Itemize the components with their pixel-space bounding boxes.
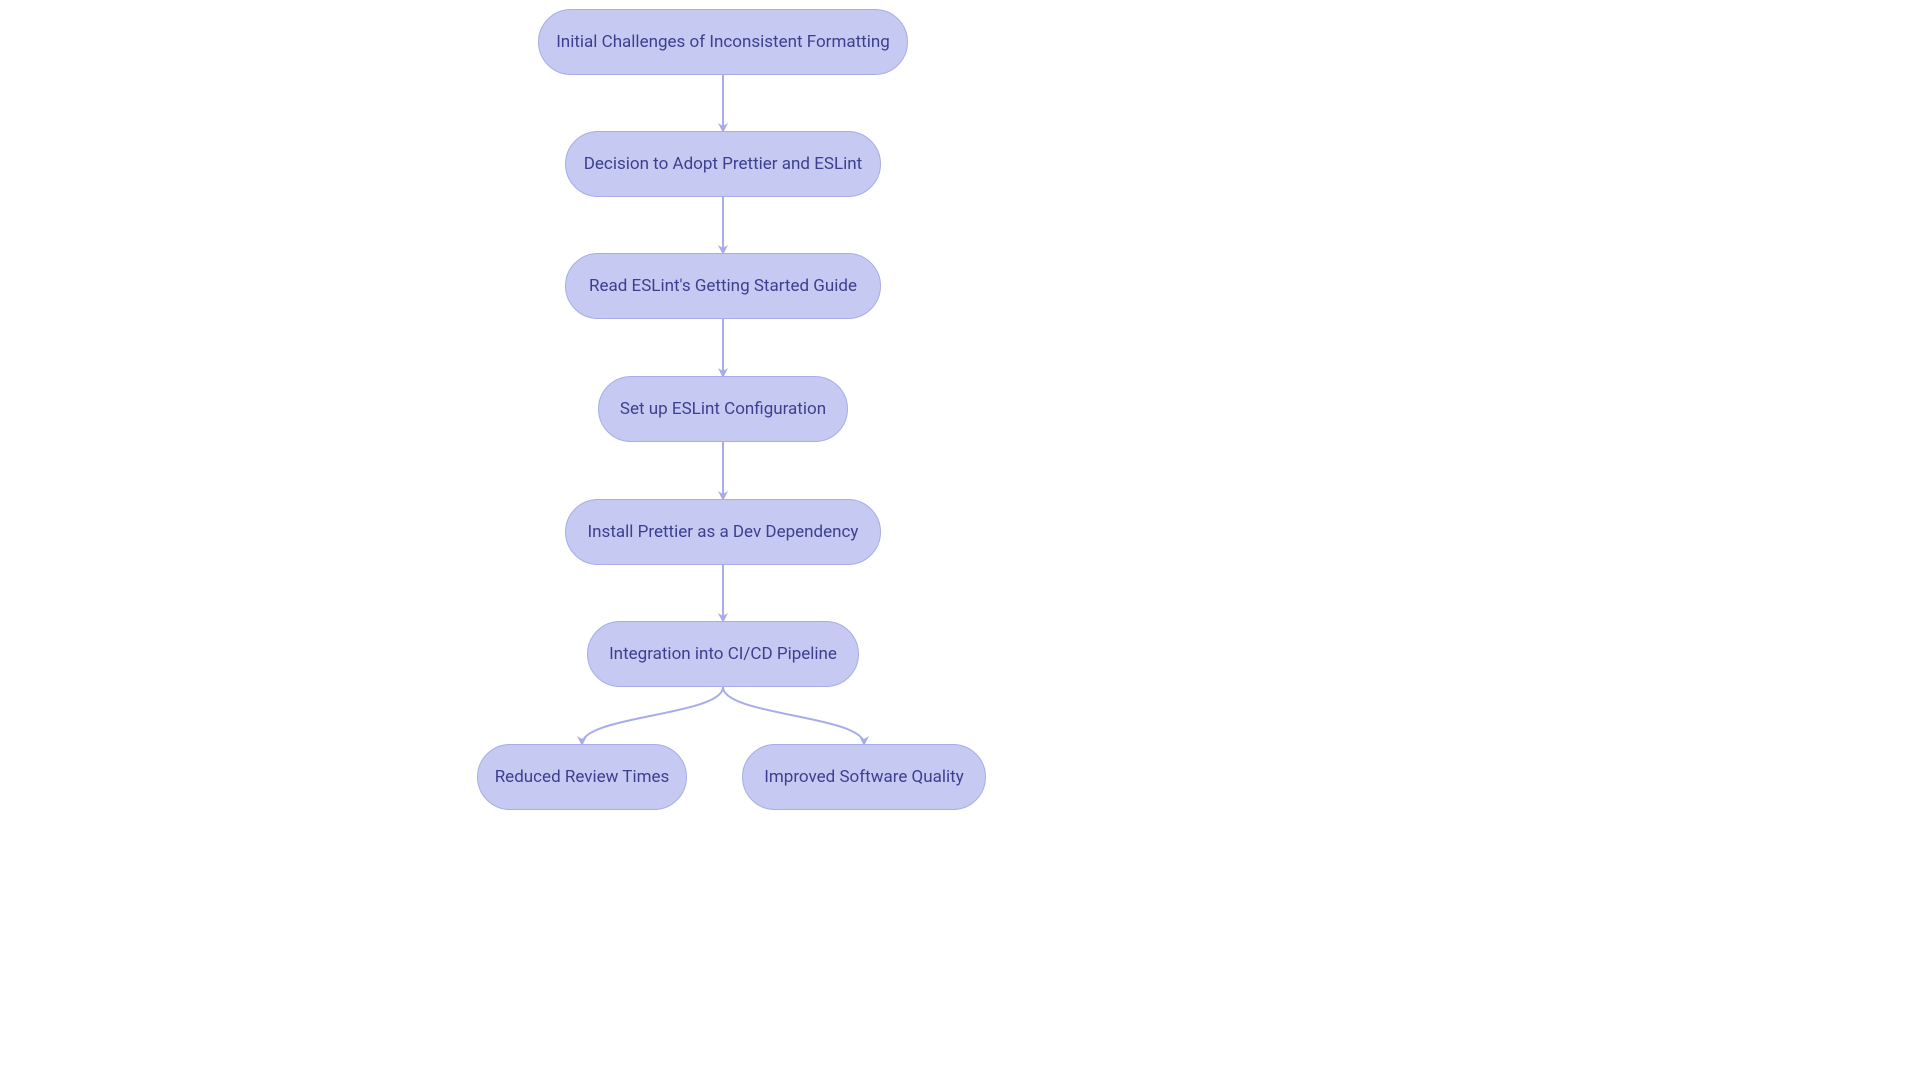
flowchart-node-label: Reduced Review Times — [495, 767, 670, 787]
flowchart-node-label: Improved Software Quality — [764, 767, 964, 787]
flowchart-node: Set up ESLint Configuration — [598, 376, 848, 442]
flowchart-edge — [582, 687, 723, 744]
flowchart-node-label: Integration into CI/CD Pipeline — [609, 644, 837, 664]
flowchart-node-label: Initial Challenges of Inconsistent Forma… — [556, 32, 890, 52]
flowchart-node: Reduced Review Times — [477, 744, 687, 810]
edges-layer — [0, 0, 1920, 1080]
flowchart-node-label: Read ESLint's Getting Started Guide — [589, 276, 857, 296]
flowchart-node-label: Set up ESLint Configuration — [620, 399, 826, 419]
flowchart-node: Initial Challenges of Inconsistent Forma… — [538, 9, 908, 75]
flowchart-node: Read ESLint's Getting Started Guide — [565, 253, 881, 319]
flowchart-node-label: Install Prettier as a Dev Dependency — [588, 522, 859, 542]
flowchart-edge — [723, 687, 864, 744]
flowchart-node: Integration into CI/CD Pipeline — [587, 621, 859, 687]
flowchart-canvas: Initial Challenges of Inconsistent Forma… — [0, 0, 1920, 1080]
flowchart-node: Improved Software Quality — [742, 744, 986, 810]
flowchart-node: Install Prettier as a Dev Dependency — [565, 499, 881, 565]
flowchart-node-label: Decision to Adopt Prettier and ESLint — [584, 154, 862, 174]
flowchart-node: Decision to Adopt Prettier and ESLint — [565, 131, 881, 197]
